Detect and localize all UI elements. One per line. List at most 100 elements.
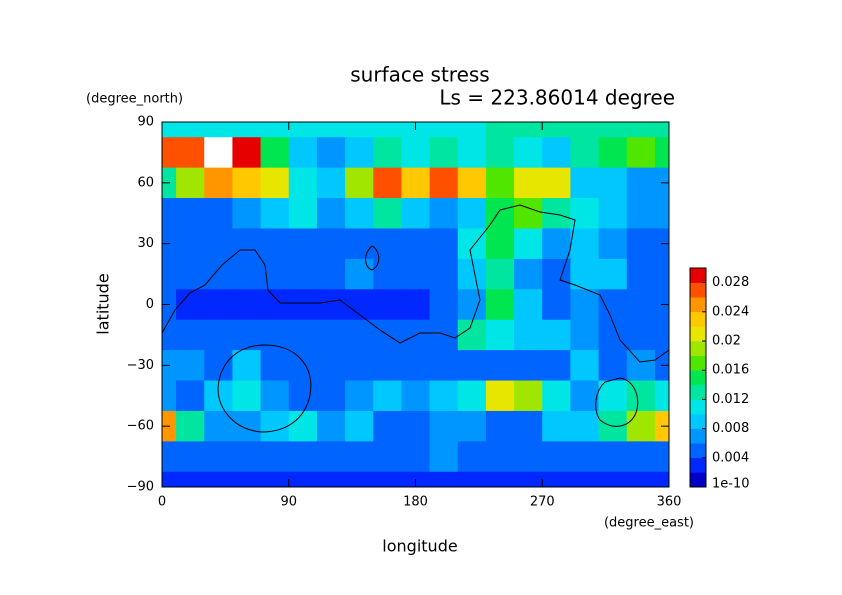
field-cell [514, 380, 543, 412]
field-cell [288, 258, 318, 290]
field-cell [316, 198, 346, 229]
field-cell [232, 122, 262, 138]
colorbar-band [690, 355, 706, 371]
field-cell [345, 471, 374, 487]
field-cell [373, 410, 402, 442]
field-cell [457, 471, 487, 487]
field-cell [176, 167, 205, 199]
field-cell [542, 441, 571, 473]
field-cell [345, 198, 374, 229]
field-cell [176, 137, 205, 169]
field-cell [316, 228, 346, 260]
field-cell [514, 350, 543, 382]
colorbar-band [690, 443, 706, 459]
field-cell [654, 319, 669, 351]
field-cell [316, 380, 346, 412]
colorbar-tick-label: 0.008 [712, 421, 749, 436]
field-cell [457, 137, 487, 169]
field-cell [176, 122, 205, 138]
field-cell [485, 228, 515, 260]
field-cell [373, 167, 402, 199]
y-tick-label: −60 [127, 419, 154, 434]
field-cell [514, 228, 543, 260]
field-cell [260, 380, 290, 412]
y-tick-label: 30 [137, 236, 154, 251]
colorbar-band [690, 370, 706, 386]
field-cell [316, 350, 346, 382]
field-cell [514, 258, 543, 290]
field-cell [176, 380, 205, 412]
field-cell [162, 122, 177, 138]
field-cell [401, 441, 431, 473]
field-cell [514, 319, 543, 351]
field-cell [457, 350, 487, 382]
field-cell [176, 228, 205, 260]
x-tick-label: 0 [158, 495, 166, 510]
field-cell [288, 350, 318, 382]
field-cell [176, 441, 205, 473]
field-cell [429, 167, 459, 199]
field-cell [514, 137, 543, 169]
field-cell [260, 350, 290, 382]
field-cell [542, 410, 571, 442]
field-cell [429, 258, 459, 290]
field-cell [429, 350, 459, 382]
colorbar-band [690, 399, 706, 415]
field-cell [429, 228, 459, 260]
field-cell [626, 228, 656, 260]
field-cell [598, 258, 628, 290]
field-cell [345, 228, 374, 260]
field-cell [345, 319, 374, 351]
field-cell [514, 122, 543, 138]
field-cell [288, 198, 318, 229]
field-cell [288, 137, 318, 169]
field-cell [204, 319, 233, 351]
field-cell [373, 137, 402, 169]
field-cell [232, 380, 262, 412]
field-cell [570, 289, 600, 321]
field-cell [232, 471, 262, 487]
field-cell [485, 137, 515, 169]
field-cell [204, 198, 233, 229]
field-cell [316, 410, 346, 442]
field-cell [345, 289, 374, 321]
field-cell [176, 350, 205, 382]
field-cell [316, 289, 346, 321]
x-tick-label: 270 [530, 495, 555, 510]
field-cell [542, 198, 571, 229]
field-cell [514, 471, 543, 487]
field-cell [260, 410, 290, 442]
field-cell [176, 319, 205, 351]
field-cell [654, 471, 669, 487]
field-cell [570, 410, 600, 442]
field-cell [570, 167, 600, 199]
field-cell [542, 350, 571, 382]
field-cell [457, 441, 487, 473]
field-cell [457, 198, 487, 229]
colorbar-band [690, 472, 706, 488]
field-cell [542, 167, 571, 199]
field-cell [654, 258, 669, 290]
field-cell [204, 258, 233, 290]
field-cell [176, 410, 205, 442]
x-unit: (degree_east) [604, 516, 694, 531]
field-cell [570, 380, 600, 412]
field-cell [204, 167, 233, 199]
field-cell [232, 258, 262, 290]
field-cell [457, 380, 487, 412]
field-cell [316, 258, 346, 290]
field-cell [373, 471, 402, 487]
field-cell [626, 258, 656, 290]
field-cell [570, 319, 600, 351]
field-cell [429, 471, 459, 487]
field-cell [429, 137, 459, 169]
colorbar-tick-label: 0.028 [712, 275, 749, 290]
field-cell [316, 319, 346, 351]
field-cell [260, 137, 290, 169]
field-cell [260, 122, 290, 138]
field-cell [542, 471, 571, 487]
field-cell [570, 122, 600, 138]
field-cell [316, 137, 346, 169]
field-cell [542, 137, 571, 169]
colorbar-tick-label: 0.02 [712, 334, 741, 349]
